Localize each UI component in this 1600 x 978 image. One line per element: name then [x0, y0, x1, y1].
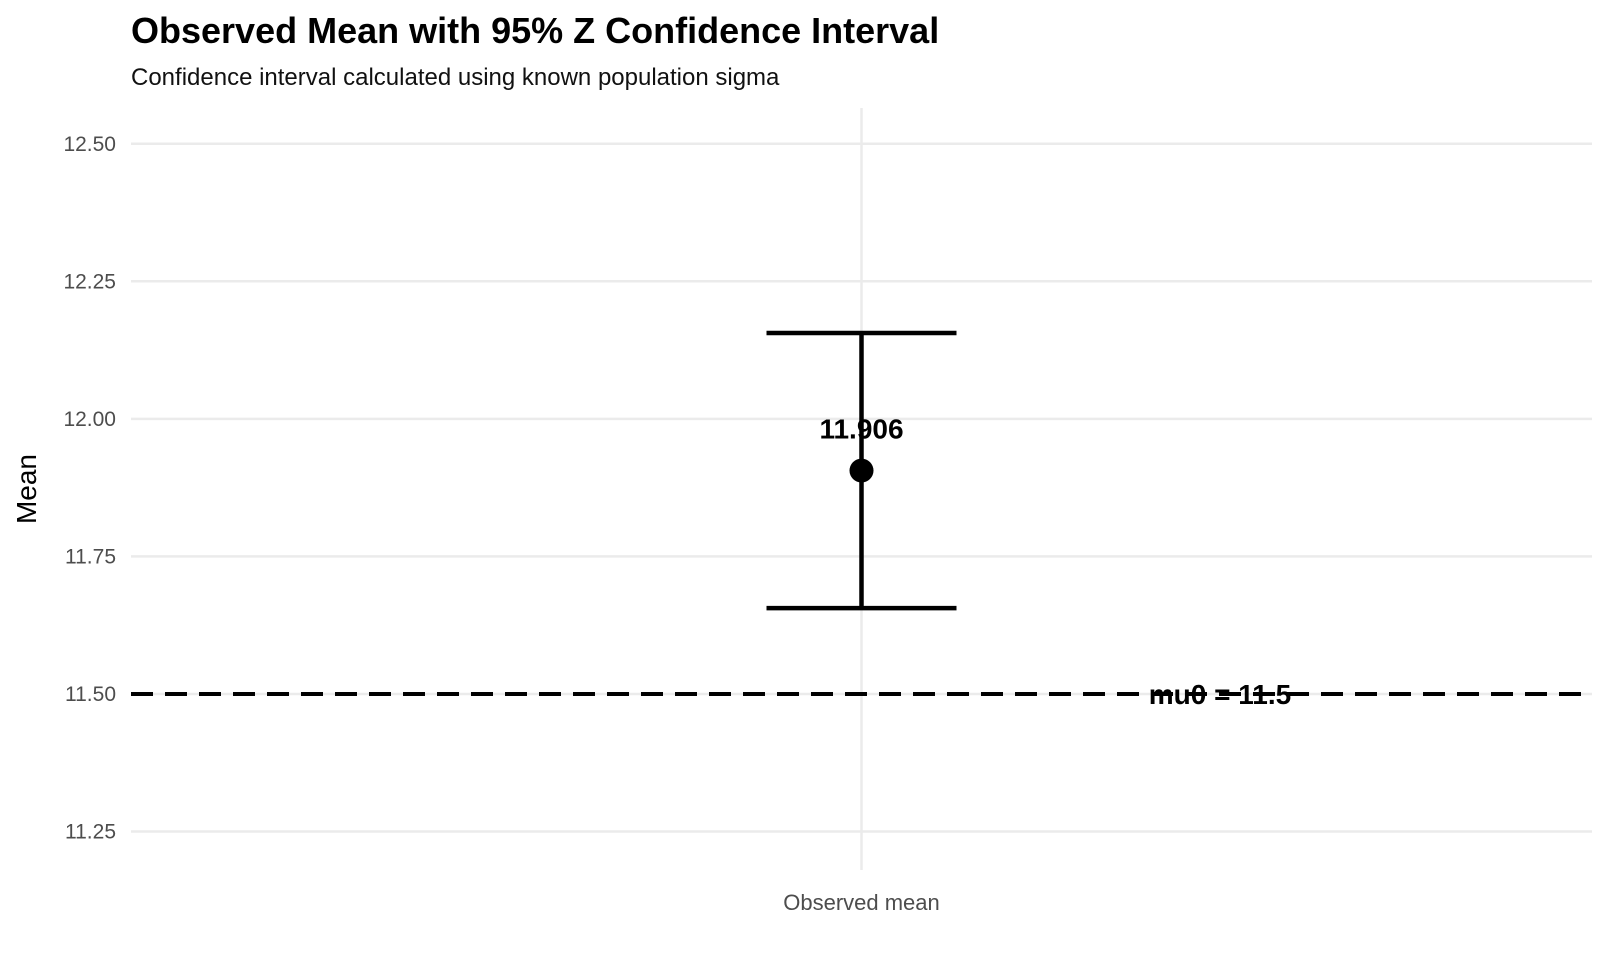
chart-title: Observed Mean with 95% Z Confidence Inte… — [131, 10, 940, 51]
y-axis-label: Mean — [11, 454, 42, 524]
chart-marks: mu0 = 11.5 11.906 — [131, 330, 1592, 710]
y-tick-label: 11.75 — [65, 545, 116, 568]
y-tick-label: 12.25 — [63, 270, 116, 293]
mean-point — [849, 458, 874, 483]
reference-line-label: mu0 = 11.5 — [1149, 679, 1291, 710]
y-tick-label: 12.50 — [63, 133, 116, 156]
chart-subtitle: Confidence interval calculated using kno… — [131, 64, 780, 91]
y-tick-label: 11.50 — [65, 683, 116, 706]
y-tick-label: 11.25 — [65, 820, 116, 843]
x-axis-ticks: Observed mean — [783, 890, 940, 915]
mean-value-label: 11.906 — [819, 414, 903, 445]
y-tick-label: 12.00 — [63, 408, 116, 431]
y-axis-ticks: 11.25 11.50 11.75 12.00 12.25 12.50 — [63, 133, 116, 844]
x-tick-label: Observed mean — [783, 890, 940, 915]
